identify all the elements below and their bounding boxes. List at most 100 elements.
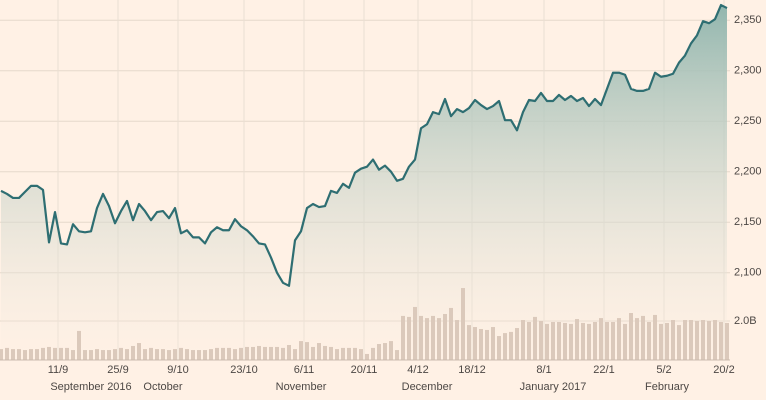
- volume-bar: [155, 349, 159, 360]
- y-tick-label: 2,200: [734, 166, 762, 178]
- month-label: September 2016: [50, 381, 131, 393]
- volume-bar: [185, 349, 189, 360]
- volume-bar: [23, 350, 27, 360]
- volume-bar: [137, 343, 141, 360]
- volume-bar: [95, 349, 99, 360]
- volume-bar: [281, 347, 285, 360]
- volume-bar: [431, 315, 435, 360]
- volume-bar: [101, 350, 105, 360]
- month-label: November: [276, 381, 327, 393]
- volume-bar: [551, 321, 555, 360]
- volume-bar: [407, 316, 411, 360]
- volume-bar: [581, 322, 585, 360]
- volume-bar: [29, 349, 33, 360]
- volume-bar: [533, 316, 537, 360]
- volume-bar: [215, 347, 219, 360]
- volume-bar: [725, 322, 729, 360]
- volume-tick-label: 2.0B: [734, 315, 757, 327]
- x-tick-label: 23/10: [230, 364, 258, 376]
- month-label: December: [402, 381, 453, 393]
- volume-bar: [41, 347, 45, 360]
- volume-bar: [269, 346, 273, 360]
- month-label: October: [143, 381, 182, 393]
- x-tick-label: 6/11: [294, 364, 315, 376]
- volume-bar: [389, 341, 393, 360]
- volume-bar: [179, 347, 183, 360]
- volume-bar: [191, 350, 195, 360]
- volume-bar: [341, 347, 345, 360]
- volume-bar: [677, 325, 681, 360]
- volume-bar: [689, 320, 693, 360]
- volume-bar: [719, 321, 723, 360]
- volume-bar: [149, 347, 153, 360]
- volume-bar: [323, 345, 327, 360]
- volume-bar: [347, 347, 351, 360]
- volume-bar: [563, 322, 567, 360]
- volume-bar: [629, 313, 633, 360]
- volume-bar: [47, 346, 51, 360]
- volume-bar: [203, 350, 207, 360]
- price-line: [0, 3, 728, 287]
- volume-bar: [317, 343, 321, 360]
- volume-bar: [449, 307, 453, 360]
- volume-bar: [11, 349, 15, 360]
- volume-bar: [275, 346, 279, 360]
- volume-bar: [239, 347, 243, 360]
- volume-bar: [119, 347, 123, 360]
- volume-bar: [647, 321, 651, 360]
- volume-bar: [83, 350, 87, 360]
- volume-bar: [641, 315, 645, 360]
- volume-bar: [353, 347, 357, 360]
- volume-bar: [293, 349, 297, 360]
- y-tick-label: 2,300: [734, 65, 762, 77]
- volume-bar: [485, 329, 489, 360]
- volume-bar: [671, 320, 675, 360]
- volume-bar: [413, 306, 417, 360]
- volume-bar: [161, 349, 165, 360]
- volume-bar: [599, 318, 603, 360]
- volume-bar: [5, 347, 9, 360]
- volume-bar: [113, 349, 117, 360]
- volume-bar: [461, 288, 465, 360]
- volume-bar: [707, 321, 711, 360]
- volume-bar: [65, 347, 69, 360]
- volume-bar: [377, 344, 381, 360]
- volume-bar: [701, 320, 705, 360]
- x-tick-label: 20/2: [713, 364, 734, 376]
- volume-bar: [251, 346, 255, 360]
- volume-bar: [467, 325, 471, 360]
- volume-bar: [425, 318, 429, 360]
- y-tick-label: 2,350: [734, 14, 762, 26]
- x-tick-label: 18/12: [458, 364, 486, 376]
- volume-bar: [623, 323, 627, 360]
- volume-bar: [287, 344, 291, 360]
- x-tick-label: 20/11: [351, 364, 378, 376]
- volume-bar: [263, 346, 267, 360]
- volume-bar: [227, 347, 231, 360]
- volume-bar: [17, 349, 21, 360]
- volume-bar: [695, 321, 699, 360]
- x-tick-label: 22/1: [593, 364, 614, 376]
- price-area: [1, 5, 727, 361]
- volume-bar: [35, 349, 39, 360]
- volume-bar: [53, 347, 57, 360]
- volume-bar: [665, 322, 669, 360]
- volume-bar: [77, 330, 81, 360]
- volume-bar: [455, 320, 459, 360]
- y-tick-label: 2,150: [734, 216, 762, 228]
- volume-bar: [659, 323, 663, 360]
- volume-bar: [419, 315, 423, 360]
- volume-bar: [491, 327, 495, 360]
- volume-bar: [473, 327, 477, 360]
- volume-bar: [131, 345, 135, 360]
- volume-bar: [329, 346, 333, 360]
- x-tick-label: 25/9: [107, 364, 128, 376]
- volume-bar: [569, 323, 573, 360]
- volume-bar: [143, 349, 147, 360]
- volume-bar: [617, 318, 621, 360]
- volume-bar: [401, 315, 405, 360]
- x-tick-label: 9/10: [167, 364, 188, 376]
- x-tick-label: 11/9: [48, 364, 69, 376]
- volume-bar: [305, 342, 309, 360]
